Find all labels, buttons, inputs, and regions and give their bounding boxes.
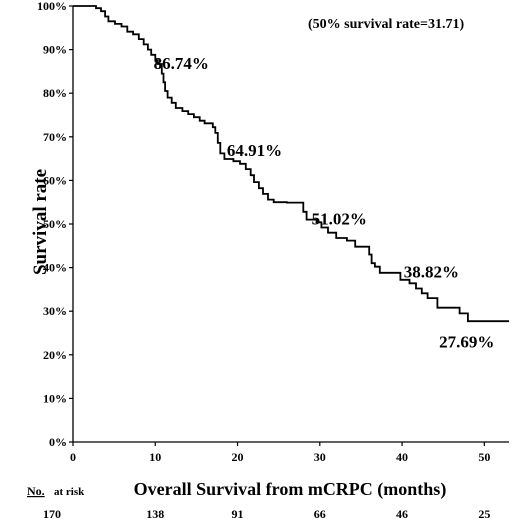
x-tick-label: 40 bbox=[396, 450, 408, 464]
annotation-64-91-label: 64.91% bbox=[227, 141, 282, 160]
risk-count: 170 bbox=[43, 507, 61, 519]
survival-curve-line bbox=[73, 5, 509, 323]
y-tick-label: 20% bbox=[43, 348, 67, 362]
x-tick-label: 50 bbox=[478, 450, 490, 464]
x-tick-label: 20 bbox=[232, 450, 244, 464]
annotation-86-74-label: 86.74% bbox=[154, 54, 209, 73]
risk-table: No. at risk 170 138 91 66 46 25 bbox=[27, 484, 490, 519]
x-tick-label: 30 bbox=[314, 450, 326, 464]
y-tick-label: 0% bbox=[49, 435, 67, 449]
y-tick-label: 80% bbox=[43, 86, 67, 100]
y-tick-label: 70% bbox=[43, 130, 67, 144]
x-tick-label: 10 bbox=[149, 450, 161, 464]
y-tick-label: 30% bbox=[43, 304, 67, 318]
y-tick-labels: 0% 10% 20% 30% 40% 50% 60% 70% 80% 90% 100% bbox=[37, 0, 73, 449]
risk-count: 91 bbox=[232, 507, 244, 519]
median-survival-note: (50% survival rate=31.71) bbox=[308, 17, 464, 32]
annotation-labels: 86.74% 64.91% 51.02% 38.82% 27.69% bbox=[154, 54, 495, 351]
risk-label-no: No. bbox=[27, 484, 45, 498]
x-tick-labels: 0 10 20 30 40 50 bbox=[70, 442, 490, 464]
risk-count: 138 bbox=[146, 507, 164, 519]
annotation-38-82-label: 38.82% bbox=[404, 263, 459, 282]
y-tick-label: 50% bbox=[43, 217, 67, 231]
y-tick-label: 100% bbox=[37, 0, 67, 13]
axes bbox=[72, 6, 509, 443]
x-axis-label: Overall Survival from mCRPC (months) bbox=[134, 479, 447, 500]
annotation-27-69-label: 27.69% bbox=[439, 332, 494, 351]
y-tick-label: 40% bbox=[43, 261, 67, 275]
y-axis-label: Survival rate bbox=[30, 169, 51, 275]
y-tick-label: 60% bbox=[43, 173, 67, 187]
risk-count: 66 bbox=[314, 507, 326, 519]
annotation-51-02-label: 51.02% bbox=[312, 210, 367, 229]
y-tick-label: 90% bbox=[43, 43, 67, 57]
risk-count: 46 bbox=[396, 507, 408, 519]
risk-label-at-risk: at risk bbox=[54, 486, 85, 498]
y-tick-label: 10% bbox=[43, 391, 67, 405]
x-tick-label: 0 bbox=[70, 450, 76, 464]
survival-curve-group bbox=[73, 5, 509, 323]
risk-count: 25 bbox=[478, 507, 490, 519]
